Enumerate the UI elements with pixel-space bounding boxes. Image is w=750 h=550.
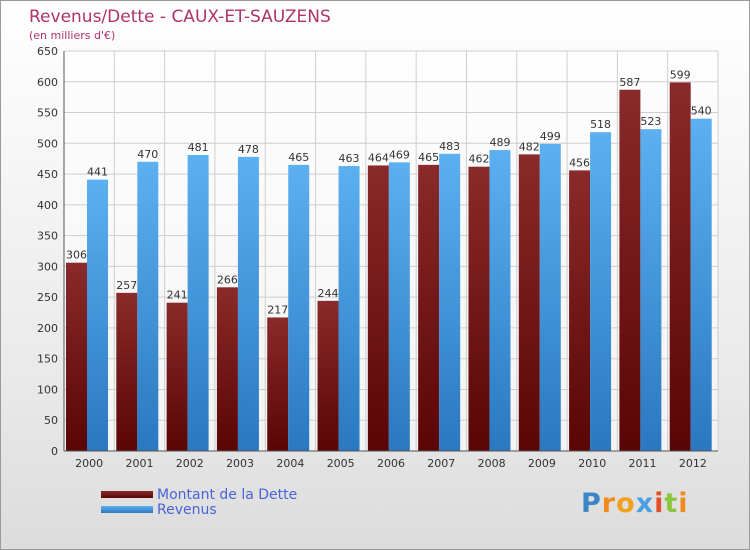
legend-item-revenus: Revenus: [101, 501, 297, 518]
y-tick-label-600: 600: [37, 76, 58, 89]
bar-revenus-2009: [539, 143, 561, 451]
logo-letter-6: i: [678, 488, 689, 519]
data-label-dette-2011: 587: [619, 76, 640, 89]
y-tick-label-50: 50: [44, 414, 58, 427]
bar-dette-2007: [418, 164, 440, 451]
y-tick-label-500: 500: [37, 137, 58, 150]
data-label-dette-2002: 241: [167, 289, 188, 302]
bar-revenus-2003: [237, 156, 259, 451]
legend-swatch-revenus: [101, 506, 153, 513]
bar-dette-2005: [317, 300, 339, 451]
data-label-revenus-2003: 478: [238, 143, 259, 156]
bar-revenus-2008: [489, 150, 511, 452]
data-label-dette-2009: 482: [519, 140, 540, 153]
x-tick-label-2001: 2001: [125, 457, 153, 470]
logo-letter-5: t: [664, 488, 679, 519]
bar-revenus-2011: [640, 129, 662, 451]
data-label-dette-2012: 599: [670, 68, 691, 81]
bar-dette-2004: [267, 317, 289, 451]
data-label-dette-2007: 465: [418, 151, 439, 164]
legend-label-dette: Montant de la Dette: [157, 486, 298, 503]
legend-swatch-dette: [101, 491, 153, 498]
x-tick-label-2012: 2012: [679, 457, 707, 470]
logo-letter-0: P: [581, 488, 602, 519]
x-tick-label-2008: 2008: [478, 457, 506, 470]
bar-revenus-2006: [388, 162, 410, 451]
x-tick-label-2007: 2007: [427, 457, 455, 470]
bar-dette-2012: [669, 82, 691, 451]
x-tick-label-2004: 2004: [276, 457, 304, 470]
x-tick-label-2005: 2005: [327, 457, 355, 470]
y-tick-label-650: 650: [37, 45, 58, 58]
data-label-revenus-2002: 481: [188, 141, 209, 154]
x-tick-label-2003: 2003: [226, 457, 254, 470]
chart-title: Revenus/Dette - CAUX-ET-SAUZENS: [29, 7, 331, 27]
y-tick-label-300: 300: [37, 260, 58, 273]
data-label-dette-2010: 456: [569, 156, 590, 169]
legend-item-dette: Montant de la Dette: [101, 486, 298, 503]
logo-letter-4: i: [654, 488, 665, 519]
bar-revenus-2012: [690, 118, 712, 451]
bar-revenus-2002: [187, 155, 209, 451]
bar-revenus-2004: [288, 164, 310, 451]
data-label-revenus-2005: 463: [339, 152, 360, 165]
y-tick-label-350: 350: [37, 230, 58, 243]
y-tick-label-250: 250: [37, 291, 58, 304]
data-label-revenus-2011: 523: [640, 115, 661, 128]
bar-dette-2002: [166, 302, 188, 451]
logo-letter-2: o: [616, 488, 636, 519]
data-label-revenus-2010: 518: [590, 118, 611, 131]
x-tick-label-2002: 2002: [176, 457, 204, 470]
bar-dette-2011: [619, 89, 641, 452]
bar-dette-2009: [518, 154, 540, 451]
proxiti-logo: Proxiti: [581, 488, 689, 519]
data-label-dette-2003: 266: [217, 273, 238, 286]
x-tick-label-2009: 2009: [528, 457, 556, 470]
x-tick-label-2000: 2000: [75, 457, 103, 470]
bar-revenus-2007: [439, 153, 461, 451]
data-label-revenus-2008: 489: [489, 136, 510, 149]
x-tick-label-2006: 2006: [377, 457, 405, 470]
y-tick-label-150: 150: [37, 353, 58, 366]
data-label-revenus-2004: 465: [288, 151, 309, 164]
data-label-dette-2005: 244: [318, 287, 339, 300]
data-label-revenus-2009: 499: [540, 130, 561, 143]
x-tick-label-2010: 2010: [578, 457, 606, 470]
legend-label-revenus: Revenus: [157, 501, 217, 518]
y-tick-label-200: 200: [37, 322, 58, 335]
y-tick-label-450: 450: [37, 168, 58, 181]
x-tick-label-2011: 2011: [629, 457, 657, 470]
y-tick-label-100: 100: [37, 383, 58, 396]
bar-revenus-2000: [87, 179, 108, 451]
y-tick-label-0: 0: [51, 445, 58, 458]
data-label-revenus-2006: 469: [389, 148, 410, 161]
bar-dette-2006: [367, 165, 389, 451]
data-label-revenus-2007: 483: [439, 140, 460, 153]
chart-legend: Montant de la Dette Revenus: [101, 486, 298, 518]
bar-dette-2010: [569, 170, 591, 451]
bar-revenus-2001: [137, 161, 159, 451]
y-tick-label-400: 400: [37, 199, 58, 212]
bar-dette-2003: [216, 287, 238, 451]
data-label-dette-2000: 306: [66, 249, 87, 262]
data-label-dette-2001: 257: [116, 279, 137, 292]
chart-subtitle: (en milliers d'€): [29, 29, 116, 42]
bar-revenus-2005: [338, 166, 360, 452]
data-label-dette-2006: 464: [368, 151, 389, 164]
logo-letter-3: x: [635, 488, 655, 519]
data-label-revenus-2012: 540: [691, 105, 712, 118]
bar-revenus-2010: [590, 132, 612, 451]
data-label-dette-2008: 462: [468, 153, 489, 166]
bar-dette-2000: [66, 262, 87, 451]
logo-letter-1: r: [601, 488, 617, 519]
bar-dette-2008: [468, 166, 490, 451]
data-label-revenus-2001: 470: [137, 148, 158, 161]
y-tick-label-550: 550: [37, 107, 58, 120]
data-label-revenus-2000: 441: [87, 166, 108, 179]
bar-dette-2001: [116, 292, 138, 451]
data-label-dette-2004: 217: [267, 303, 288, 316]
